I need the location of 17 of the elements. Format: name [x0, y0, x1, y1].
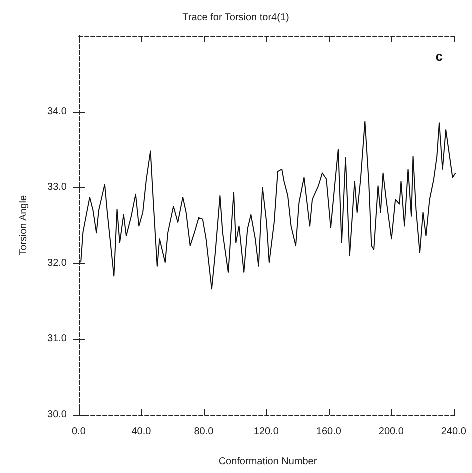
y-tick-label: 32.0: [48, 258, 68, 269]
y-axis-title: Torsion Angle: [18, 195, 30, 256]
x-tick-label: 160.0: [316, 426, 342, 438]
x-tick-label: 40.0: [132, 426, 152, 438]
x-tick-label: 240.0: [441, 426, 467, 438]
x-tick-label: 0.0: [72, 426, 86, 438]
x-tick-label: 200.0: [378, 426, 404, 438]
y-tick-label: 30.0: [48, 410, 68, 420]
x-tick-label: 80.0: [194, 426, 214, 438]
y-tick-label: 33.0: [48, 182, 68, 194]
chart-title: Trace for Torsion tor4(1): [182, 12, 290, 24]
y-tick-label: 31.0: [48, 334, 68, 345]
x-axis-title: Conformation Number: [218, 456, 318, 468]
annotation: c: [436, 49, 444, 64]
x-tick-label: 120.0: [254, 426, 280, 438]
y-tick-label: 34.0: [48, 106, 68, 118]
line-series: [80, 121, 456, 290]
